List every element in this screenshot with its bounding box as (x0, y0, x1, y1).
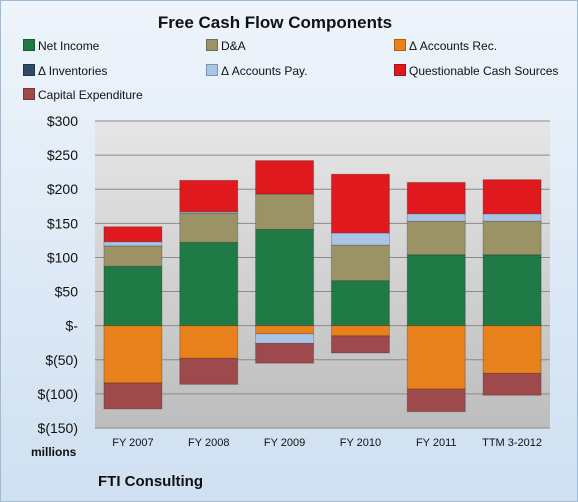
legend-swatch (23, 64, 35, 76)
y-tick-label: $250 (47, 147, 78, 163)
legend-item: Net Income (23, 39, 99, 53)
bar-segment (482, 254, 542, 327)
bar-segment (406, 388, 466, 413)
legend-swatch (394, 39, 406, 51)
bar-segment (406, 254, 466, 327)
plot-area (95, 121, 550, 428)
legend-item: Δ Inventories (23, 64, 107, 78)
legend-swatch (23, 39, 35, 51)
y-tick-label: $200 (47, 181, 78, 197)
legend-item: Δ Accounts Pay. (206, 64, 308, 78)
legend-label: Capital Expenditure (38, 88, 143, 102)
y-tick-label: $300 (47, 113, 78, 129)
bar-segment (255, 333, 315, 344)
bar-segment (330, 232, 390, 246)
legend-swatch (23, 88, 35, 100)
bar-segment (255, 342, 315, 364)
bar-segment (103, 382, 163, 410)
y-tick-label: $(150) (38, 420, 78, 436)
legend-item: Capital Expenditure (23, 88, 143, 102)
bar-segment (482, 220, 542, 256)
legend-item: Questionable Cash Sources (394, 64, 558, 78)
units-label: millions (31, 445, 77, 459)
legend-swatch (394, 64, 406, 76)
company-name: FTI Consulting (98, 473, 203, 490)
bar-segment (406, 213, 466, 222)
bar-segment (330, 335, 390, 354)
bar-segment (255, 325, 315, 335)
bar-segment (482, 372, 542, 396)
y-tick-label: $150 (47, 215, 78, 231)
y-tick-label: $50 (55, 284, 79, 300)
y-tick-label: $(50) (45, 352, 78, 368)
legend-item: Δ Accounts Rec. (394, 39, 497, 53)
bar-segment (179, 357, 239, 385)
bar-segment (255, 160, 315, 195)
bar-segment (406, 325, 466, 390)
bar-segment (482, 325, 542, 374)
legend-swatch (206, 39, 218, 51)
bar-segment (406, 181, 466, 215)
bar-segment (330, 280, 390, 327)
legend-label: Δ Accounts Rec. (409, 39, 498, 53)
bar-segment (103, 325, 163, 384)
x-tick-label: FY 2009 (264, 437, 305, 449)
bar-segment (103, 265, 163, 327)
y-tick-label: $100 (47, 249, 78, 265)
x-tick-label: TTM 3-2012 (482, 437, 542, 449)
x-tick-label: FY 2011 (416, 437, 457, 449)
bar-segment (103, 241, 163, 247)
x-tick-label: FY 2007 (112, 437, 153, 449)
x-tick-label: FY 2008 (188, 437, 229, 449)
bar-segment (179, 179, 239, 213)
x-tick-label: FY 2010 (340, 437, 381, 449)
bar-segment (330, 244, 390, 282)
bar-segment (255, 193, 315, 230)
legend-label: Δ Inventories (38, 64, 108, 78)
bar-segment (255, 228, 315, 327)
bar-segment (482, 213, 542, 222)
bar-segment (179, 212, 239, 243)
bar-segment (103, 226, 163, 243)
legend-label: Δ Accounts Pay. (221, 64, 308, 78)
bar-segment (330, 173, 390, 234)
bar-segment (103, 245, 163, 267)
legend-label: Questionable Cash Sources (409, 64, 559, 78)
legend-swatch (206, 64, 218, 76)
legend-label: D&A (221, 39, 246, 53)
bar-segment (406, 220, 466, 256)
legend-item: D&A (206, 39, 246, 53)
chart-title: Free Cash Flow Components (157, 13, 393, 32)
bar-segment (330, 325, 390, 337)
bar-segment (482, 179, 542, 215)
y-tick-label: $(100) (38, 386, 78, 402)
legend-label: Net Income (38, 39, 100, 53)
bar-segment (179, 241, 239, 327)
y-tick-label: $- (66, 318, 79, 334)
bar-segment (179, 325, 239, 359)
